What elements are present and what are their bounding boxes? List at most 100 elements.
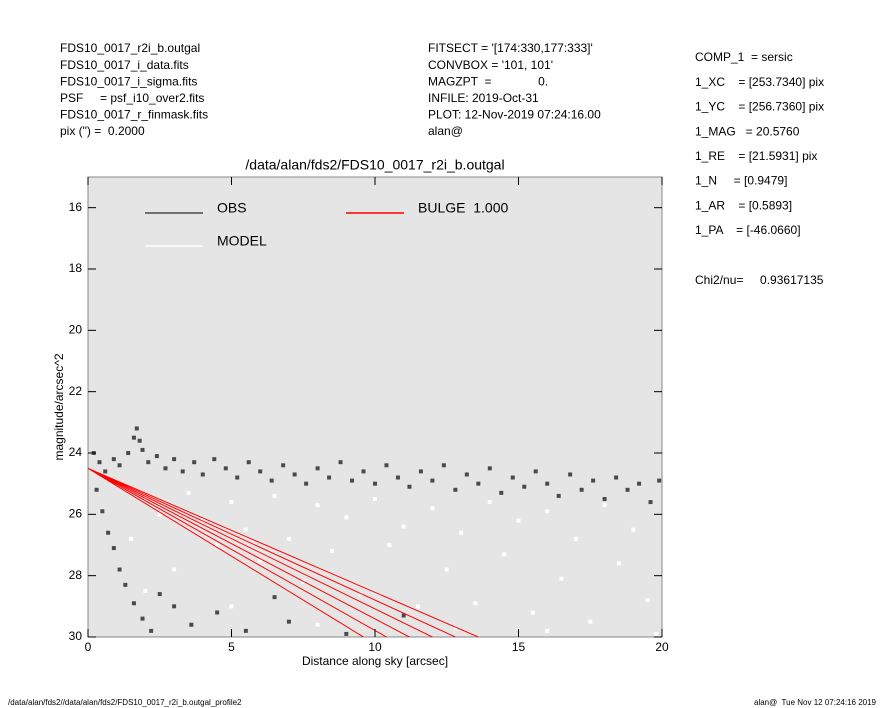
data-point [373, 481, 377, 486]
data-point [588, 619, 593, 624]
data-point [602, 503, 607, 508]
data-point [149, 628, 154, 633]
plot-area [87, 176, 663, 638]
data-point [269, 478, 274, 483]
data-point [338, 460, 343, 465]
data-point [235, 475, 240, 480]
data-point [387, 543, 392, 547]
data-point [137, 438, 142, 443]
y-tick-label: 30 [69, 629, 83, 643]
data-point [473, 601, 478, 606]
fit-parameter: 1_YC = [256.7360] pix [695, 100, 824, 114]
data-point [614, 475, 619, 480]
data-point [637, 481, 642, 486]
data-point [350, 478, 355, 483]
data-point [192, 460, 197, 465]
chi2: Chi2/nu= 0.93617135 [695, 273, 824, 287]
y-tick-label: 24 [69, 445, 83, 459]
data-point [200, 518, 205, 523]
y-tick-label: 28 [69, 568, 83, 582]
data-point [430, 478, 435, 483]
data-point [97, 460, 102, 465]
data-point [533, 469, 538, 474]
data-point [272, 595, 277, 600]
header-middle-line: CONVBOX = '101, 101' [428, 58, 553, 72]
data-point [444, 567, 449, 572]
fit-parameter: 1_XC = [253.7340] pix [695, 75, 824, 89]
data-point [106, 530, 111, 535]
data-point [140, 447, 145, 452]
data-point [180, 469, 185, 474]
fit-parameter: 1_RE = [21.5931] pix [695, 149, 817, 163]
data-point [329, 549, 334, 554]
data-point [625, 487, 630, 492]
x-tick-label: 15 [512, 640, 526, 654]
data-point [243, 628, 248, 633]
x-tick-label: 10 [368, 640, 382, 654]
legend-label: OBS [217, 200, 247, 216]
data-point [131, 435, 136, 440]
data-point [172, 457, 177, 462]
data-point [304, 481, 309, 486]
data-point [281, 463, 286, 468]
data-point [530, 610, 535, 615]
data-point [189, 622, 194, 627]
data-point [117, 567, 122, 572]
data-point [215, 543, 220, 547]
data-point [430, 506, 435, 511]
data-point [453, 625, 458, 630]
data-point [499, 490, 504, 495]
data-point [292, 472, 297, 477]
data-point [111, 546, 116, 551]
data-point [545, 628, 550, 633]
legend-label: BULGE 1.000 [418, 200, 508, 216]
data-point [568, 472, 573, 477]
data-point [229, 604, 234, 609]
data-point [464, 472, 469, 477]
data-point [657, 478, 662, 483]
fit-parameter: 1_AR = [0.5893] [695, 198, 792, 212]
data-point [510, 475, 515, 480]
data-point [315, 466, 320, 471]
data-point [344, 631, 349, 636]
data-point [654, 631, 659, 636]
data-point [545, 509, 550, 514]
data-point [172, 567, 177, 572]
data-point [186, 490, 191, 495]
data-point [401, 524, 406, 529]
data-point [140, 616, 145, 621]
header-left-line: FDS10_0017_r2i_b.outgal [60, 41, 200, 55]
y-tick-label: 18 [69, 261, 83, 275]
data-point [315, 503, 320, 508]
data-point [476, 481, 481, 486]
data-point [395, 475, 400, 480]
y-tick-label: 26 [69, 507, 83, 521]
data-point [487, 500, 492, 505]
data-point [286, 536, 291, 541]
data-point [111, 457, 116, 462]
header-middle-line: PLOT: 12-Nov-2019 07:24:16.00 [428, 108, 601, 122]
data-point [373, 497, 377, 501]
data-point [418, 469, 423, 474]
header-middle-line: INFILE: 2019-Oct-31 [428, 91, 539, 105]
data-point [631, 527, 636, 532]
data-point [258, 469, 263, 474]
data-point [573, 536, 578, 541]
data-point [223, 466, 228, 471]
data-point [129, 536, 134, 541]
x-tick-label: 5 [228, 640, 235, 654]
data-point [327, 475, 332, 480]
legend-label: MODEL [217, 233, 267, 249]
data-point [126, 451, 131, 455]
data-point [94, 487, 99, 492]
header-left-line: FDS10_0017_i_data.fits [60, 58, 189, 72]
chart-title: /data/alan/fds2/FDS10_0017_r2i_b.outgal [245, 157, 504, 173]
header-left-line: FDS10_0017_r_finmask.fits [60, 108, 208, 122]
data-point [384, 463, 389, 468]
data-point [361, 469, 366, 474]
data-point [103, 469, 108, 474]
data-point [172, 604, 177, 609]
fit-parameter: 1_MAG = 20.5760 [695, 124, 800, 138]
